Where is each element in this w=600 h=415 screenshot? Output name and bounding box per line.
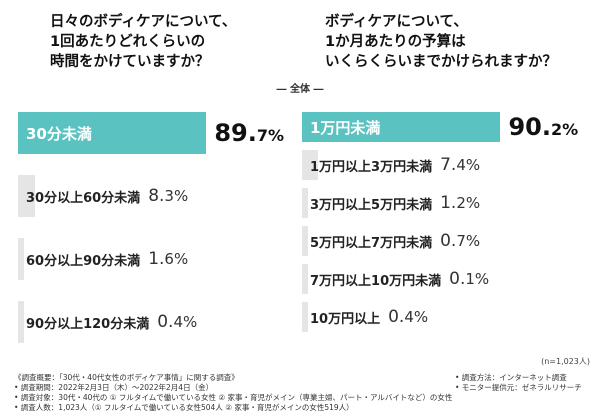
category-label: 1万円以上3万円未満: [310, 159, 433, 175]
bar: [302, 188, 308, 218]
value-dec: 3%: [164, 187, 189, 205]
bar: [302, 302, 308, 332]
category-label: 30分未満: [26, 124, 92, 143]
value-int: 8.: [148, 186, 165, 206]
value-dec: 2%: [550, 120, 579, 139]
category-label: 60分以上90分未満: [26, 253, 141, 269]
value-dec: 4%: [456, 156, 481, 174]
category-label: 1万円未満: [310, 118, 381, 137]
value-dec: 4%: [173, 313, 198, 331]
bar: [18, 112, 207, 154]
bar-row: 60分以上90分未満 1.6%: [18, 238, 228, 280]
category-label: 90分以上120分未満: [26, 316, 150, 332]
category-label: 5万円以上7万円未満: [310, 235, 433, 251]
bar-row: 10万円以上 0.4%: [302, 302, 522, 332]
value-label: 0.7%: [440, 231, 480, 251]
bar-row: 30分未満 89.7%: [18, 112, 284, 154]
survey-note: • 調査方法：インターネット調査: [455, 373, 567, 382]
value-dec: 7%: [256, 126, 285, 145]
value-label: 0.1%: [449, 269, 489, 289]
bar: [18, 175, 36, 217]
value-label: 1.2%: [440, 193, 480, 213]
survey-notes-left: 《調査概要：「30代・40代女性のボディケア事情」に関する調査》 • 調査期間：…: [14, 373, 452, 413]
value-dec: 7%: [456, 232, 481, 250]
left-question-title: 日々のボディケアについて、 1回あたりどれくらいの 時間をかけていますか？: [50, 14, 237, 70]
value-int: 89.: [214, 119, 257, 147]
bar: [302, 226, 308, 256]
value-label: 0.4%: [157, 312, 197, 332]
bar: [302, 150, 319, 180]
value-int: 1.: [440, 193, 457, 213]
value-int: 7.: [440, 155, 457, 175]
sample-size: (n=1,023人): [541, 357, 590, 366]
subset-label: ― 全体 ―: [276, 84, 324, 95]
survey-note: • 調査対象：30代・40代の ① フルタイムで働いている女性 ② 家事・育児が…: [14, 393, 453, 402]
value-int: 0.: [388, 307, 405, 327]
survey-notes-right: • 調査方法：インターネット調査 • モニター提供元：ゼネラルリサーチ: [455, 373, 582, 393]
value-label: 89.7%: [214, 119, 284, 147]
category-label: 7万円以上10万円未満: [310, 273, 442, 289]
value-int: 0.: [440, 231, 457, 251]
value-label: 7.4%: [440, 155, 480, 175]
bar-row: 1万円未満 90.2%: [302, 112, 578, 142]
right-question-title: ボディケアについて、 1か月あたりの予算は いくらくらいまでかけられますか？: [325, 14, 557, 70]
bar-row: 1万円以上3万円未満 7.4%: [302, 150, 522, 180]
value-dec: 2%: [456, 194, 481, 212]
bar-row: 90分以上120分未満 0.4%: [18, 301, 228, 343]
value-dec: 1%: [465, 270, 490, 288]
bar: [18, 301, 24, 343]
value-label: 90.2%: [508, 113, 578, 141]
value-int: 1.: [148, 249, 165, 269]
bar-row: 3万円以上5万円未満 1.2%: [302, 188, 522, 218]
category-label: 3万円以上5万円未満: [310, 197, 433, 213]
category-label: 10万円以上: [310, 311, 381, 327]
category-label: 30分以上60分未満: [26, 190, 141, 206]
value-label: 0.4%: [388, 307, 428, 327]
survey-note: 《調査概要：「30代・40代女性のボディケア事情」に関する調査》: [14, 373, 239, 382]
value-int: 0.: [449, 269, 466, 289]
survey-note: • 調査人数：1,023人（① フルタイムで働いている女性504人 ② 家事・育…: [14, 403, 354, 412]
value-dec: 4%: [404, 308, 429, 326]
bar-row: 7万円以上10万円未満 0.1%: [302, 264, 522, 294]
survey-note: • 調査期間：2022年2月3日（木）～2022年2月4日（金）: [14, 383, 214, 392]
value-int: 90.: [508, 113, 551, 141]
bar-row: 5万円以上7万円未満 0.7%: [302, 226, 522, 256]
bar-row: 30分以上60分未満 8.3%: [18, 175, 228, 217]
bar: [302, 112, 501, 142]
bar: [18, 238, 24, 280]
bar: [302, 264, 308, 294]
value-label: 1.6%: [148, 249, 188, 269]
value-label: 8.3%: [148, 186, 188, 206]
value-dec: 6%: [164, 250, 189, 268]
survey-note: • モニター提供元：ゼネラルリサーチ: [455, 383, 582, 392]
value-int: 0.: [157, 312, 174, 332]
